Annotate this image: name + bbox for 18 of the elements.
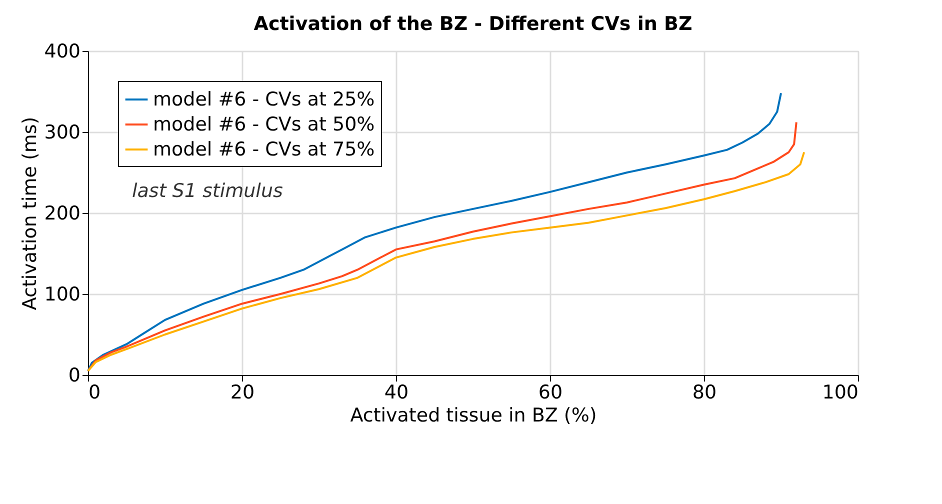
y-tick-label: 200 — [44, 202, 80, 224]
x-tick-label: 0 — [88, 382, 101, 404]
annotation: last S1 stimulus — [132, 180, 283, 202]
chart-title: Activation of the BZ - Different CVs in BZ — [254, 13, 692, 35]
y-tick-label: 300 — [44, 122, 80, 144]
x-tick-label: 20 — [230, 382, 255, 404]
legend-label: model #6 - CVs at 75% — [153, 138, 375, 160]
x-axis-title: Activated tissue in BZ (%) — [350, 404, 597, 426]
legend-label: model #6 - CVs at 50% — [153, 114, 375, 136]
x-tick-label: 40 — [384, 382, 409, 404]
y-axis-title: Activation time (ms) — [19, 116, 42, 310]
y-tick-label: 100 — [44, 284, 80, 306]
y-tick-label: 400 — [44, 40, 80, 62]
x-tick-label: 80 — [692, 382, 717, 404]
x-tick-label: 100 — [822, 382, 858, 404]
legend-label: model #6 - CVs at 25% — [153, 88, 375, 110]
x-tick-label: 60 — [538, 382, 563, 404]
y-tick-label: 0 — [68, 364, 80, 386]
